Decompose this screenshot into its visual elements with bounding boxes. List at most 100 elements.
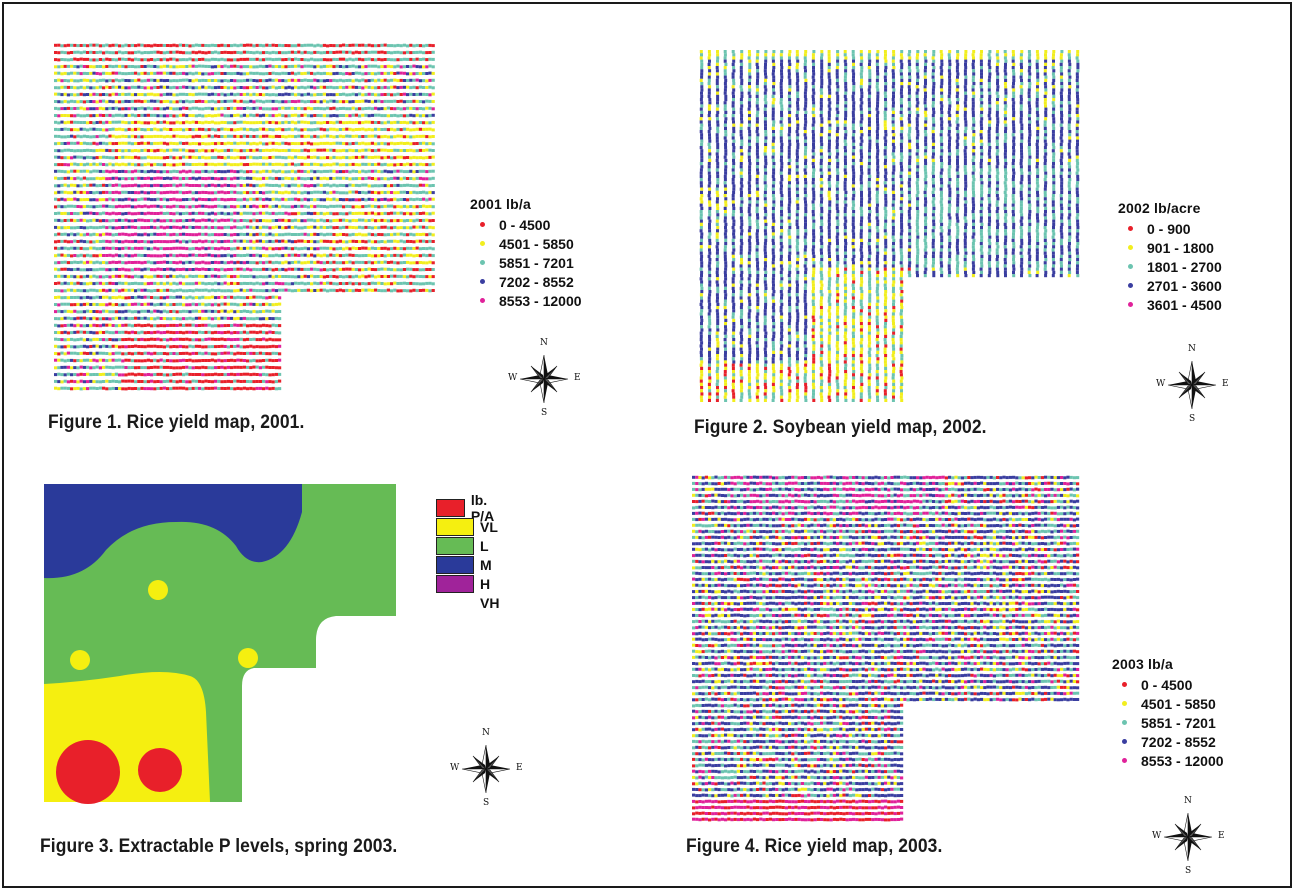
compass-point: [486, 765, 510, 769]
legend-dot: [480, 222, 485, 227]
compass-point: [1191, 384, 1206, 399]
figure-3-caption: Figure 3. Extractable P levels, spring 2…: [40, 836, 398, 857]
legend-label: 2701 - 3600: [1147, 277, 1222, 294]
legend-label: 8553 - 12000: [499, 292, 582, 309]
legend-dot: [480, 260, 485, 265]
legend-item: M: [436, 555, 503, 574]
compass-rose-icon: N S W E: [1152, 340, 1232, 430]
legend-title: 2003 lb/a: [1112, 656, 1173, 672]
compass-point: [485, 755, 500, 770]
legend-item: 0 - 4500: [470, 215, 582, 234]
compass-e-label: E: [574, 373, 581, 383]
p-level-vl-spot: [148, 580, 168, 600]
legend-label: 7202 - 8552: [1141, 733, 1216, 750]
compass-e-label: E: [1218, 831, 1225, 841]
legend-item: 5851 - 7201: [470, 253, 582, 272]
p-level-red-spot: [56, 740, 120, 804]
compass-point: [544, 355, 548, 379]
legend-swatch: [436, 555, 474, 574]
legend-item: 1801 - 2700: [1118, 257, 1222, 276]
compass-star-icon: [519, 354, 569, 404]
legend-item: 7202 - 8552: [1112, 732, 1224, 751]
compass-point: [1187, 823, 1202, 838]
compass-n-label: N: [1184, 796, 1192, 806]
compass-point: [485, 768, 500, 783]
soybean-yield-map-2002: [699, 50, 1080, 402]
figure-2-caption: Figure 2. Soybean yield map, 2002.: [694, 417, 987, 438]
legend-dot: [480, 298, 485, 303]
legend-label: 901 - 1800: [1147, 239, 1214, 256]
legend-label: lb. P/A: [470, 491, 495, 524]
p-level-vl-spot: [238, 648, 258, 668]
compass-point: [1164, 833, 1188, 837]
legend-label: 8553 - 12000: [1141, 752, 1224, 769]
legend-title: 2001 lb/a: [470, 196, 531, 212]
legend-dot: [1128, 302, 1133, 307]
legend-dot: [1128, 264, 1133, 269]
compass-point: [472, 768, 487, 783]
legend-item: 3601 - 4500: [1118, 295, 1222, 314]
p-level-vl-spot: [70, 650, 90, 670]
compass-point: [462, 765, 486, 769]
compass-point: [1191, 371, 1206, 386]
compass-star-icon: [1163, 812, 1213, 862]
p-level-red-spot: [138, 748, 182, 792]
legend-item: L: [436, 536, 503, 555]
legend-item: 0 - 900: [1118, 219, 1222, 238]
compass-e-label: E: [516, 763, 523, 773]
compass-point: [1174, 823, 1189, 838]
legend-dot: [1122, 758, 1127, 763]
legend-2002: 2002 lb/acre 0 - 900 901 - 1800 1801 - 2…: [1118, 200, 1222, 314]
legend-item: 8553 - 12000: [1112, 751, 1224, 770]
legend-swatch: [436, 536, 474, 555]
compass-point: [544, 379, 548, 403]
legend-dot: [1122, 682, 1127, 687]
yield-points: [54, 43, 435, 391]
compass-e-label: E: [1222, 379, 1229, 389]
legend-label: 4501 - 5850: [1141, 695, 1216, 712]
compass-n-label: N: [482, 728, 490, 738]
compass-point: [530, 378, 545, 393]
rice-yield-map-2001: [54, 43, 435, 391]
compass-w-label: W: [508, 373, 518, 383]
compass-rose-icon: N S W E: [504, 334, 584, 424]
legend-swatch: [436, 517, 474, 536]
compass-star-icon: [1167, 360, 1217, 410]
compass-point: [1188, 813, 1192, 837]
compass-point: [1188, 837, 1192, 861]
legend-item: 4501 - 5850: [470, 234, 582, 253]
legend-label: 3601 - 4500: [1147, 296, 1222, 313]
legend-label: VL: [480, 518, 498, 535]
extractable-p-map-2003: [44, 484, 396, 804]
yield-points: [692, 475, 1080, 822]
legend-dot: [1122, 701, 1127, 706]
figure-1-caption: Figure 1. Rice yield map, 2001.: [48, 412, 305, 433]
legend-swatch: [436, 574, 474, 593]
compass-s-label: S: [1185, 866, 1192, 876]
compass-point: [520, 375, 544, 379]
rice-yield-map-2003: [692, 475, 1080, 822]
legend-item: 2701 - 3600: [1118, 276, 1222, 295]
compass-point: [1174, 836, 1189, 851]
compass-point: [1192, 385, 1196, 409]
compass-rose-icon: N S W E: [446, 724, 526, 814]
p-level-legend: lb. P/A VL L M H VH: [436, 492, 503, 612]
legend-dot: [480, 279, 485, 284]
compass-point: [543, 378, 558, 393]
compass-point: [486, 745, 490, 769]
legend-label: 4501 - 5850: [499, 235, 574, 252]
legend-2001: 2001 lb/a 0 - 4500 4501 - 5850 5851 - 72…: [470, 196, 582, 310]
legend-label: 5851 - 7201: [1141, 714, 1216, 731]
compass-w-label: W: [450, 763, 460, 773]
compass-point: [1188, 833, 1212, 837]
legend-item: 901 - 1800: [1118, 238, 1222, 257]
compass-point: [1192, 381, 1216, 385]
legend-item: VL: [436, 517, 503, 536]
yield-points: [699, 50, 1080, 402]
legend-dot: [1128, 283, 1133, 288]
legend-item: lb. P/A: [436, 492, 503, 524]
legend-item: 7202 - 8552: [470, 272, 582, 291]
legend-label: 1801 - 2700: [1147, 258, 1222, 275]
legend-label: 0 - 4500: [1141, 676, 1193, 693]
compass-n-label: N: [540, 338, 548, 348]
